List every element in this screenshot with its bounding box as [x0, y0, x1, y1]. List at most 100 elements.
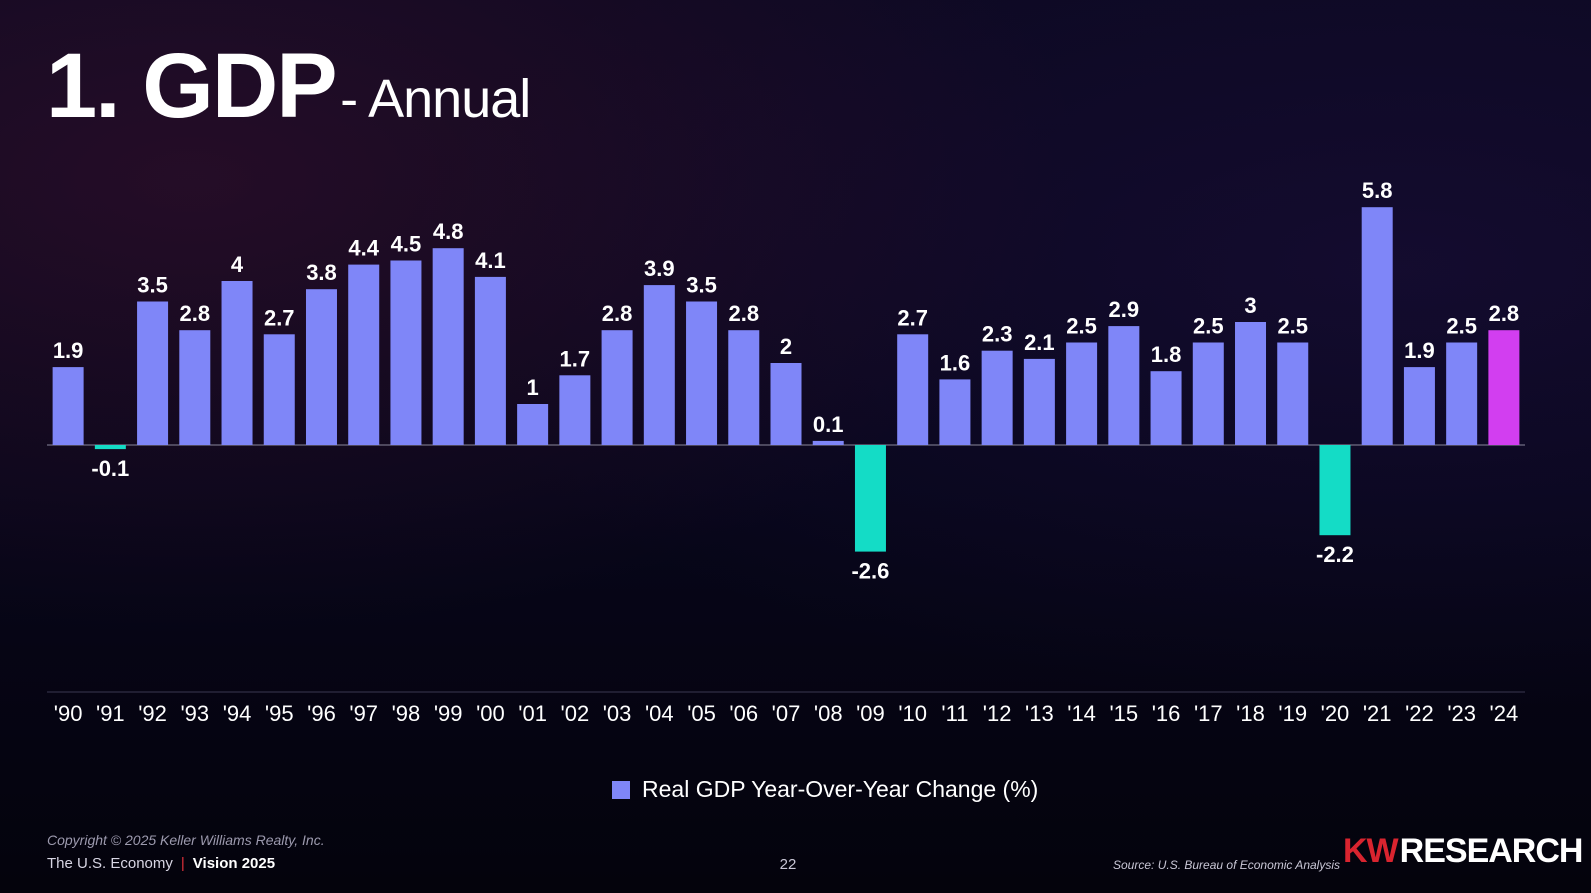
x-tick-04: '04	[645, 701, 674, 726]
bar-17	[1192, 342, 1224, 445]
bar-13	[1023, 358, 1055, 445]
bar-98	[390, 260, 422, 445]
bar-94	[221, 281, 253, 445]
x-tick-21: '21	[1363, 701, 1392, 726]
data-label-24: 2.8	[1489, 301, 1520, 326]
data-label-01: 1	[527, 375, 539, 400]
data-label-12: 2.3	[982, 322, 1013, 347]
data-label-94: 4	[231, 252, 244, 277]
x-tick-02: '02	[561, 701, 590, 726]
vision-label: Vision 2025	[192, 855, 276, 872]
x-tick-00: '00	[476, 701, 505, 726]
bar-23	[1446, 342, 1478, 445]
x-tick-93: '93	[180, 701, 209, 726]
x-tick-98: '98	[392, 701, 421, 726]
data-label-03: 2.8	[602, 301, 633, 326]
bar-12	[981, 350, 1013, 445]
x-tick-22: '22	[1405, 701, 1434, 726]
bar-95	[263, 334, 295, 445]
data-label-97: 4.4	[348, 236, 379, 261]
bar-16	[1150, 371, 1182, 445]
x-tick-20: '20	[1321, 701, 1350, 726]
x-tick-06: '06	[729, 701, 758, 726]
x-tick-19: '19	[1278, 701, 1307, 726]
x-tick-96: '96	[307, 701, 336, 726]
source-note: Source: U.S. Bureau of Economic Analysis	[1113, 858, 1340, 872]
x-tick-15: '15	[1109, 701, 1138, 726]
data-label-96: 3.8	[306, 260, 337, 285]
x-tick-14: '14	[1067, 701, 1096, 726]
x-tick-08: '08	[814, 701, 843, 726]
data-label-92: 3.5	[137, 273, 168, 298]
data-label-10: 2.7	[897, 305, 928, 330]
x-tick-18: '18	[1236, 701, 1265, 726]
data-label-93: 2.8	[180, 301, 211, 326]
data-label-23: 2.5	[1446, 314, 1477, 339]
data-label-98: 4.5	[391, 232, 422, 257]
bar-21	[1361, 207, 1393, 445]
logo-kw: KW	[1343, 832, 1399, 870]
x-tick-17: '17	[1194, 701, 1223, 726]
x-tick-13: '13	[1025, 701, 1054, 726]
page-number: 22	[779, 856, 797, 873]
bar-04	[643, 285, 675, 445]
data-label-11: 1.6	[940, 350, 971, 375]
bar-92	[137, 301, 169, 445]
bar-06	[728, 330, 760, 445]
data-label-95: 2.7	[264, 305, 295, 330]
x-tick-92: '92	[138, 701, 167, 726]
bar-15	[1108, 326, 1140, 445]
x-tick-11: '11	[941, 701, 968, 726]
data-label-21: 5.8	[1362, 178, 1393, 203]
bar-01	[517, 404, 549, 445]
bar-02	[559, 375, 591, 445]
legend-label: Real GDP Year-Over-Year Change (%)	[642, 776, 1039, 802]
data-label-08: 0.1	[813, 412, 844, 437]
x-tick-91: '91	[96, 701, 125, 726]
data-label-05: 3.5	[686, 273, 717, 298]
data-label-18: 3	[1244, 293, 1256, 318]
copyright-notice: Copyright © 2025 Keller Williams Realty,…	[47, 832, 325, 848]
bar-93	[179, 330, 211, 445]
bar-10	[897, 334, 929, 445]
x-tick-97: '97	[349, 701, 378, 726]
kw-research-logo: KWRESEARCH	[1343, 832, 1584, 870]
data-label-00: 4.1	[475, 248, 506, 273]
bar-05	[686, 301, 718, 445]
deck-title: The U.S. Economy	[47, 855, 173, 872]
deck-separator: |	[180, 855, 185, 872]
bar-96	[305, 289, 337, 445]
x-tick-09: '09	[856, 701, 885, 726]
bar-03	[601, 330, 633, 445]
deck-title-line: The U.S. Economy | Vision 2025	[47, 855, 275, 872]
bar-11	[939, 379, 971, 445]
x-tick-12: '12	[983, 701, 1012, 726]
x-tick-95: '95	[265, 701, 294, 726]
bar-14	[1066, 342, 1098, 445]
x-tick-94: '94	[223, 701, 252, 726]
bar-24	[1488, 330, 1520, 445]
x-tick-23: '23	[1447, 701, 1476, 726]
bar-20	[1319, 445, 1351, 536]
page-title: 1. GDP - Annual	[46, 40, 531, 132]
logo-research: RESEARCH	[1399, 832, 1584, 870]
title-main: 1. GDP	[46, 35, 338, 137]
x-tick-01: '01	[518, 701, 547, 726]
data-label-22: 1.9	[1404, 338, 1435, 363]
data-label-15: 2.9	[1109, 297, 1140, 322]
bar-97	[348, 264, 380, 445]
bar-00	[474, 276, 506, 445]
data-label-04: 3.9	[644, 256, 675, 281]
data-label-17: 2.5	[1193, 314, 1224, 339]
x-tick-03: '03	[603, 701, 632, 726]
x-tick-99: '99	[434, 701, 463, 726]
data-label-07: 2	[780, 334, 792, 359]
data-label-20: -2.2	[1316, 542, 1354, 567]
bar-08	[812, 440, 844, 445]
bar-07	[770, 363, 802, 445]
data-label-13: 2.1	[1024, 330, 1055, 355]
title-subtitle: - Annual	[340, 69, 531, 129]
x-tick-05: '05	[687, 701, 716, 726]
x-tick-24: '24	[1490, 701, 1519, 726]
